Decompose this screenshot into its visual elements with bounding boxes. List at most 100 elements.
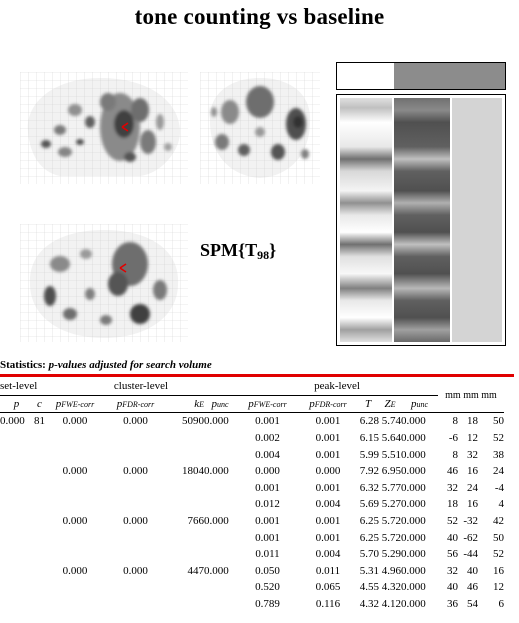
cluster-fdr-cell: [104, 596, 167, 613]
glass-brain-sagittal[interactable]: [20, 72, 188, 184]
cluster-fwe-header: pFWE-corr: [55, 397, 95, 410]
table-row[interactable]: 0.000 0.000 766 0.000 0.001 0.001 6.25 5.72 0.00…: [0, 513, 504, 530]
cluster-k-cell: [167, 480, 204, 497]
table-row[interactable]: 0.012 0.004 5.69 5.27 0.000 18 16 4: [0, 496, 504, 513]
set-p-cell: [0, 596, 33, 613]
peak-unc-cell: 0.000: [401, 465, 426, 478]
cluster-fdr-cell: [104, 546, 167, 563]
coord-x-cell: -6: [448, 432, 458, 445]
red-divider: [0, 374, 514, 377]
coord-z-cell: 6: [498, 598, 505, 611]
set-c-cell: [33, 463, 46, 480]
peak-unc-cell: 0.000: [401, 515, 426, 528]
peak-t-cell: 6.32: [359, 481, 379, 494]
cluster-fdr-header: pFDR-corr: [116, 397, 155, 410]
cluster-fwe-cell: [46, 546, 104, 563]
peak-z-cell: 5.77: [381, 481, 401, 494]
coord-z-cell: 24: [493, 465, 504, 478]
design-matrix[interactable]: [336, 94, 506, 346]
table-row[interactable]: 0.004 0.001 5.99 5.51 0.000 8 32 38: [0, 446, 504, 463]
peak-z-cell: 4.32: [381, 581, 401, 594]
coord-z-cell: 50: [478, 412, 504, 430]
cluster-k-cell: [167, 430, 204, 447]
coord-z-cell: 42: [493, 515, 504, 528]
cluster-unc-cell: 0.000: [204, 515, 229, 528]
set-c-cell: [33, 529, 46, 546]
set-c-cell: [33, 496, 46, 513]
set-c-cell: [33, 579, 46, 596]
statistics-heading-italic: p-values adjusted for search volume: [48, 359, 212, 371]
cluster-fwe-cell: [46, 529, 104, 546]
table-row[interactable]: 0.001 0.001 6.25 5.72 0.000 40 -62 50: [0, 529, 504, 546]
peak-fdr-cell: 0.004: [315, 498, 341, 511]
coord-y-cell: 18: [458, 412, 478, 430]
cluster-unc-cell: [204, 579, 236, 596]
peak-fwe-cell: 0.789: [255, 598, 280, 611]
cluster-unc-cell: 0.000: [204, 465, 229, 478]
set-c-header: c: [37, 397, 42, 410]
table-row[interactable]: 0.000 81 0.000 0.000 5090 0.000 0.001 0.001 6.28…: [0, 412, 504, 430]
cluster-fdr-cell: 0.000: [123, 515, 148, 528]
set-c-cell: 81: [33, 412, 46, 430]
peak-fwe-cell: 0.002: [255, 432, 280, 445]
set-c-cell: [33, 446, 46, 463]
cluster-fdr-cell: [104, 446, 167, 463]
coord-y-cell: 32: [467, 448, 478, 461]
peak-t-cell: 4.55: [359, 581, 379, 594]
set-p-cell: [0, 496, 33, 513]
coord-x-cell: 32: [447, 564, 458, 577]
cluster-unc-cell: [204, 596, 236, 613]
peak-z-cell: 5.72: [381, 531, 401, 544]
header-row-levels: set-level cluster-level peak-level mm mm…: [0, 378, 504, 401]
peak-z-cell: 5.29: [381, 548, 401, 561]
cluster-fwe-cell: [46, 480, 104, 497]
cluster-fwe-cell: [46, 579, 104, 596]
spm-label-text: SPM{T: [200, 240, 258, 260]
cluster-level-header: cluster-level: [46, 378, 236, 396]
peak-z-cell: 4.96: [381, 564, 401, 577]
glass-brain-coronal[interactable]: [200, 72, 320, 184]
peak-fdr-cell: 0.001: [315, 448, 341, 461]
cluster-fdr-cell: [104, 430, 167, 447]
cluster-k-cell: 5090: [167, 412, 204, 430]
coord-y-cell: 54: [467, 598, 478, 611]
table-row[interactable]: 0.520 0.065 4.55 4.32 0.000 40 46 12: [0, 579, 504, 596]
cluster-k-cell: [167, 496, 204, 513]
peak-unc-cell: 0.000: [401, 448, 426, 461]
table-row[interactable]: 0.000 0.000 447 0.000 0.050 0.011 5.31 4.96 0.00…: [0, 563, 504, 580]
table-row[interactable]: 0.001 0.001 6.32 5.77 0.000 32 24 -4: [0, 480, 504, 497]
results-rows: 0.000 81 0.000 0.000 5090 0.000 0.001 0.001 6.28…: [0, 412, 504, 613]
contrast-vector[interactable]: [336, 62, 506, 90]
peak-fwe-cell: 0.012: [255, 498, 280, 511]
coord-z-cell: 52: [493, 548, 504, 561]
peak-fdr-cell: 0.001: [315, 432, 341, 445]
peak-z-cell: 5.64: [381, 432, 401, 445]
cluster-unc-cell: [204, 446, 236, 463]
table-row[interactable]: 0.011 0.004 5.70 5.29 0.000 56 -44 52: [0, 546, 504, 563]
cluster-fwe-cell: [46, 446, 104, 463]
peak-fwe-cell: 0.001: [236, 412, 299, 430]
set-p-header: p: [13, 397, 20, 410]
cluster-fdr-cell: [104, 579, 167, 596]
peak-level-header: peak-level: [236, 378, 438, 396]
set-c-cell: [33, 480, 46, 497]
table-row[interactable]: 0.789 0.116 4.32 4.12 0.000 36 54 6: [0, 596, 504, 613]
table-row[interactable]: 0.000 0.000 1804 0.000 0.000 0.000 7.92 6.95 0.0…: [0, 463, 504, 480]
cluster-k-cell: 447: [187, 564, 205, 577]
peak-t-cell: 5.99: [359, 448, 379, 461]
coords-header: mm mm mm: [445, 389, 497, 401]
set-p-cell: [0, 463, 33, 480]
peak-fwe-cell: 0.011: [255, 548, 280, 561]
set-c-cell: [33, 546, 46, 563]
spm-label-close: }: [269, 240, 277, 260]
set-p-cell: [0, 430, 33, 447]
peak-fwe-cell: 0.001: [255, 531, 280, 544]
table-row[interactable]: 0.002 0.001 6.15 5.64 0.000 -6 12 52: [0, 430, 504, 447]
coord-z-cell: 4: [498, 498, 505, 511]
glass-brain-axial[interactable]: [20, 224, 188, 342]
peak-fwe-cell: 0.000: [255, 465, 280, 478]
peak-unc-cell: 0.000: [401, 412, 438, 430]
cluster-fdr-cell: 0.000: [123, 465, 148, 478]
coord-y-cell: 16: [467, 498, 478, 511]
cluster-fwe-cell: 0.000: [62, 564, 88, 577]
